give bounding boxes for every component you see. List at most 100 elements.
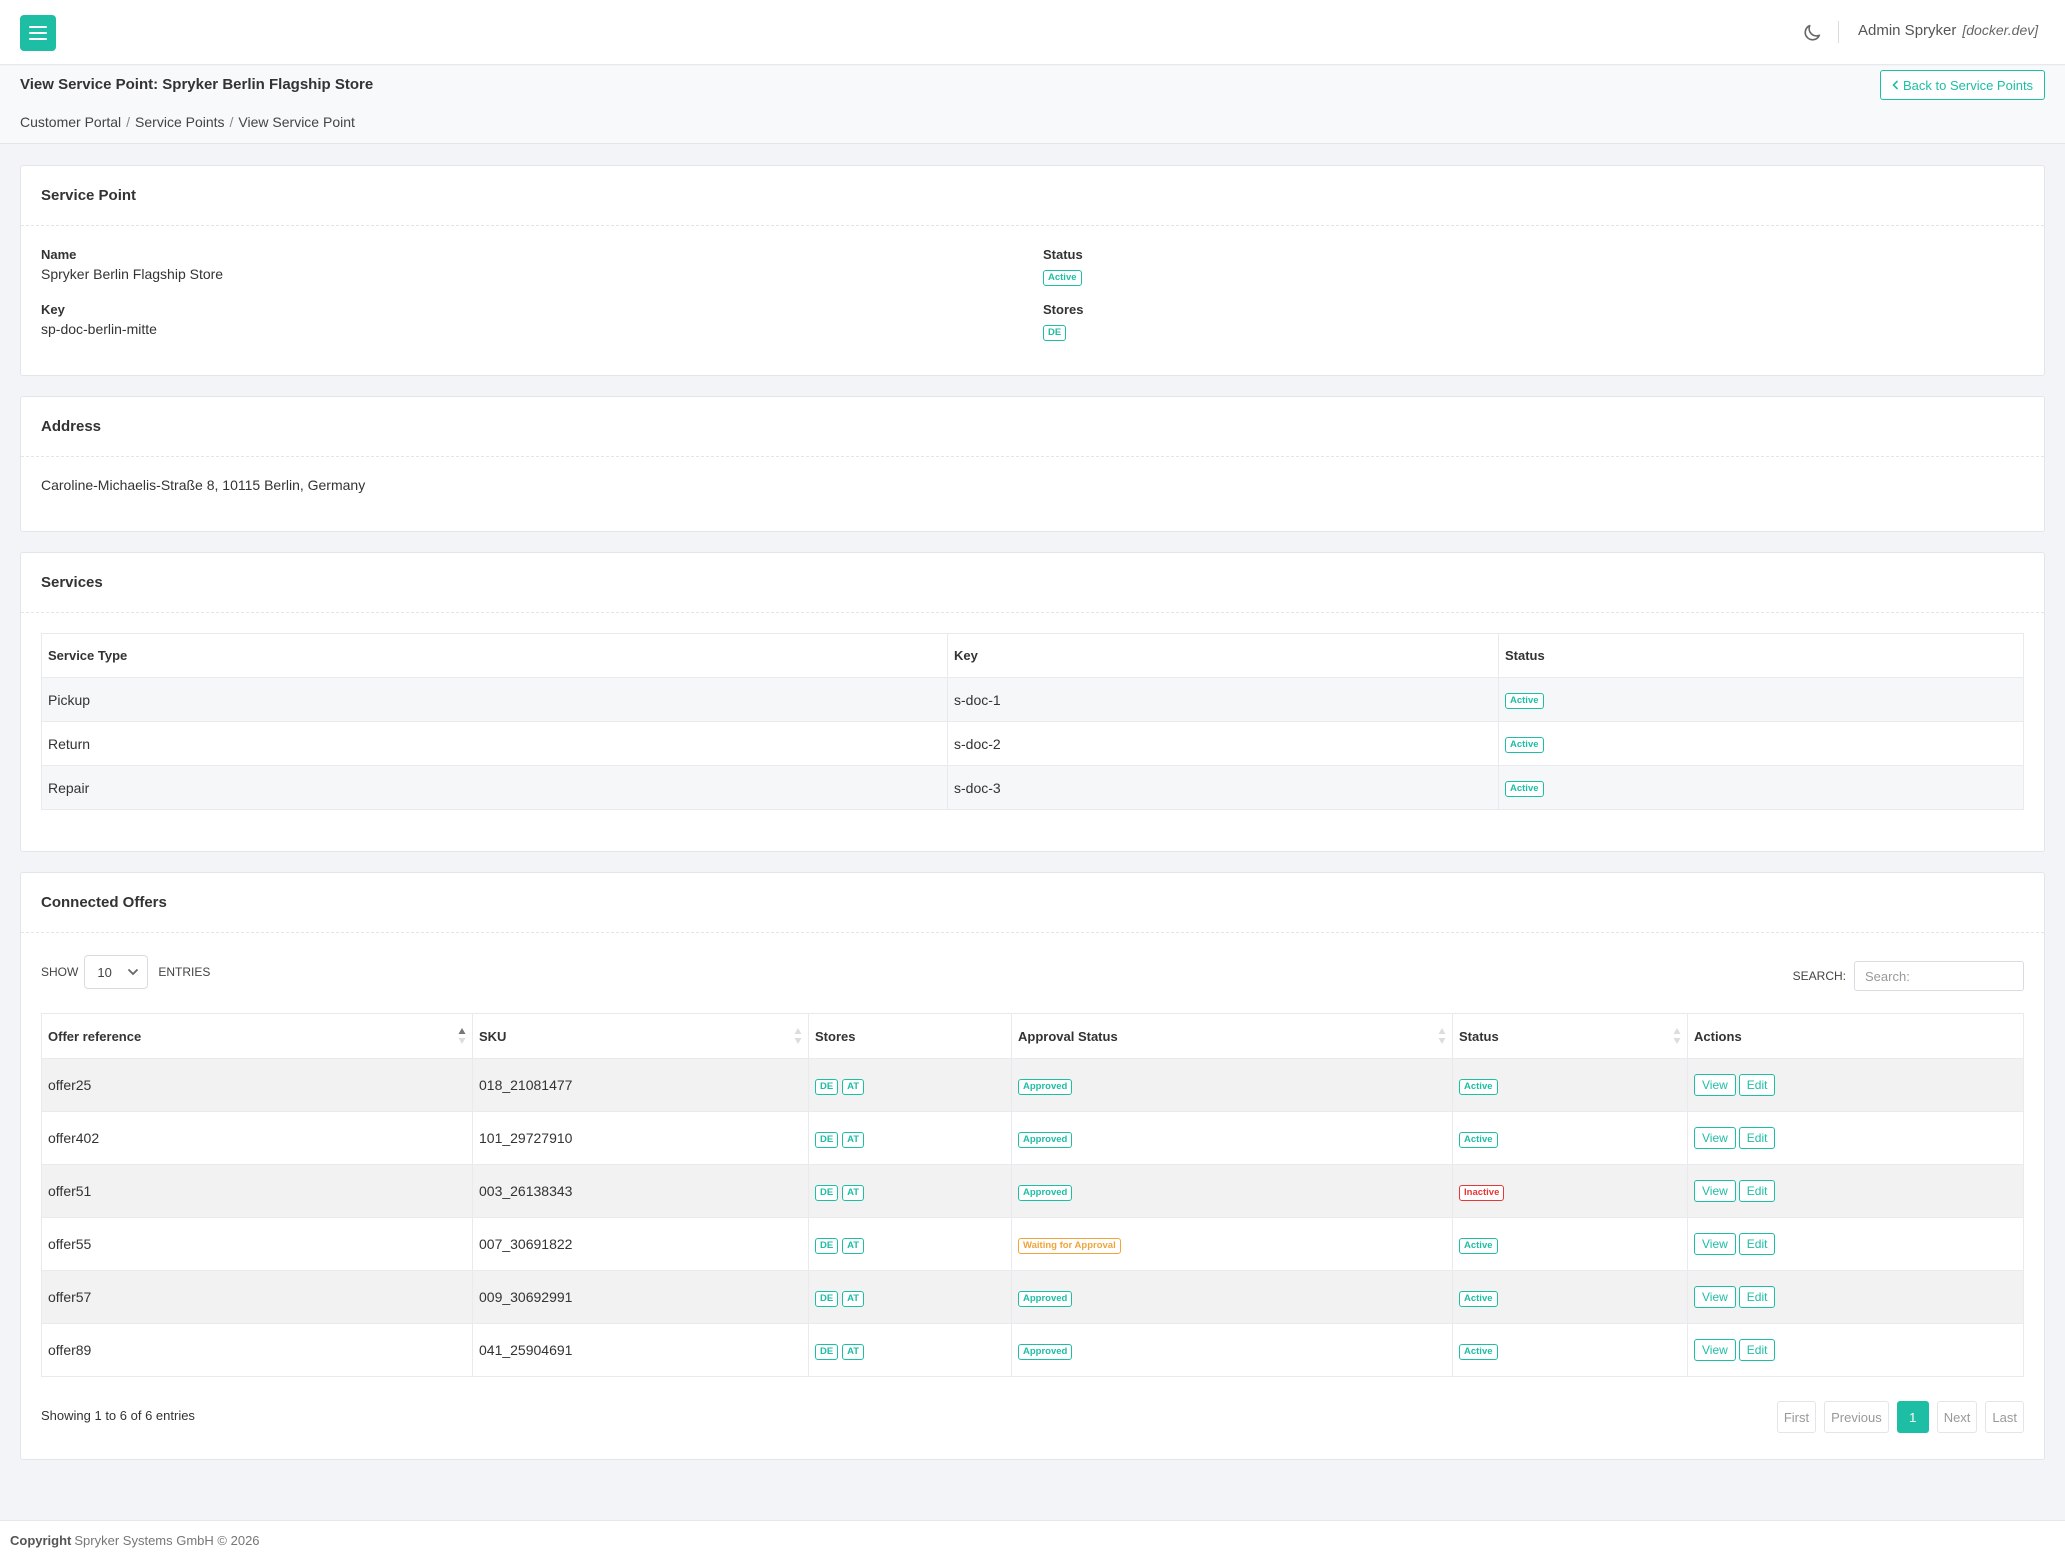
column-header-label: Approval Status — [1018, 1028, 1118, 1044]
actions-cell: View Edit — [1687, 1164, 2024, 1218]
sku-cell: 003_26138343 — [472, 1164, 809, 1218]
edit-button[interactable]: Edit — [1738, 1233, 1776, 1255]
sku-cell: 009_30692991 — [472, 1270, 809, 1324]
status-cell: Active — [1452, 1270, 1688, 1324]
view-button[interactable]: View — [1694, 1233, 1736, 1255]
approval-badge: Approved — [1018, 1290, 1073, 1307]
table-row: offer55 007_30691822 DE AT Waiting for A… — [41, 1217, 2024, 1271]
sku-cell: 101_29727910 — [472, 1111, 809, 1165]
actions-cell: View Edit — [1687, 1111, 2024, 1165]
view-button[interactable]: View — [1694, 1180, 1736, 1202]
page-size-select[interactable]: 10 — [84, 955, 149, 989]
column-header-approval-status[interactable]: Approval Status — [1011, 1013, 1453, 1059]
breadcrumb-separator: / — [126, 114, 131, 130]
name-value: Spryker Berlin Flagship Store — [41, 266, 224, 282]
view-button[interactable]: View — [1694, 1286, 1736, 1308]
column-header-status[interactable]: Status — [1452, 1013, 1688, 1059]
service-point-card: Service Point Name Spryker Berlin Flagsh… — [20, 165, 2045, 376]
offer-reference-cell: offer51 — [41, 1164, 473, 1218]
store-badge: DE — [815, 1078, 839, 1095]
store-badge: AT — [842, 1237, 865, 1254]
column-header-sku[interactable]: SKU — [472, 1013, 809, 1059]
status-badge: Active — [1459, 1131, 1498, 1148]
edit-button[interactable]: Edit — [1738, 1127, 1776, 1149]
store-badge: DE — [815, 1290, 839, 1307]
sort-icon — [1438, 1028, 1446, 1044]
approval-status-cell: Approved — [1011, 1164, 1453, 1218]
back-to-service-points-button[interactable]: Back to Service Points — [1880, 70, 2046, 100]
offer-reference-cell: offer57 — [41, 1270, 473, 1324]
copyright-label: Copyright — [10, 1533, 72, 1548]
status-badge: Inactive — [1459, 1184, 1505, 1201]
pagination-page-1-button[interactable]: 1 — [1896, 1401, 1929, 1433]
edit-button[interactable]: Edit — [1738, 1074, 1776, 1096]
status-badge: Active — [1459, 1237, 1498, 1254]
view-button[interactable]: View — [1694, 1339, 1736, 1361]
name-label: Name — [41, 247, 77, 262]
column-header-label: Offer reference — [48, 1028, 142, 1044]
table-row: Repair s-doc-3 Active — [41, 765, 2024, 810]
pagination-next-button[interactable]: Next — [1936, 1401, 1978, 1433]
status-badge: Active — [1459, 1078, 1498, 1095]
service-key-cell: s-doc-2 — [947, 721, 1499, 766]
offer-reference-cell: offer55 — [41, 1217, 473, 1271]
status-badge: Active — [1043, 270, 1082, 286]
stores-cell: DE AT — [808, 1217, 1012, 1271]
key-label: Key — [41, 302, 65, 317]
status-badge: Active — [1459, 1290, 1498, 1307]
store-badge: DE — [815, 1343, 839, 1360]
column-header-label: Status — [1459, 1028, 1499, 1044]
table-row: offer25 018_21081477 DE AT Approved Acti… — [41, 1058, 2024, 1112]
address-card: Address Caroline-Michaelis-Straße 8, 101… — [20, 396, 2045, 532]
status-cell: Active — [1452, 1217, 1688, 1271]
view-button[interactable]: View — [1694, 1074, 1736, 1096]
service-type-cell: Return — [41, 721, 948, 766]
services-card-title: Services — [21, 553, 2044, 613]
service-type-cell: Pickup — [41, 677, 948, 722]
edit-button[interactable]: Edit — [1738, 1339, 1776, 1361]
service-key-cell: s-doc-3 — [947, 765, 1499, 810]
pagination-first-button[interactable]: First — [1776, 1401, 1817, 1433]
status-badge: Active — [1505, 781, 1544, 797]
hamburger-menu-button[interactable] — [20, 15, 56, 51]
table-header-row: Offer reference SKU Stores Approval Stat… — [41, 1013, 2024, 1059]
address-card-title: Address — [21, 397, 2044, 457]
store-badge: DE — [815, 1131, 839, 1148]
user-menu[interactable]: Admin Spryker [docker.dev] — [1858, 22, 2038, 39]
offer-reference-cell: offer25 — [41, 1058, 473, 1112]
status-cell: Inactive — [1452, 1164, 1688, 1218]
approval-status-cell: Approved — [1011, 1323, 1453, 1377]
breadcrumb-item-customer-portal[interactable]: Customer Portal — [20, 114, 122, 130]
back-button-label: Back to Service Points — [1903, 77, 2034, 93]
breadcrumb-item-current: View Service Point — [238, 114, 355, 130]
search-input[interactable] — [1854, 961, 2024, 991]
stores-cell: DE AT — [808, 1323, 1012, 1377]
connected-offers-card: Connected Offers SHOW 10 ENTRIES SEARCH:… — [20, 872, 2045, 1460]
table-row: Pickup s-doc-1 Active — [41, 677, 2024, 722]
breadcrumb-item-service-points[interactable]: Service Points — [135, 114, 225, 130]
actions-cell: View Edit — [1687, 1217, 2024, 1271]
chevron-left-icon — [1892, 80, 1899, 90]
sort-icon — [1673, 1028, 1681, 1044]
moon-icon[interactable] — [1801, 22, 1823, 44]
edit-button[interactable]: Edit — [1738, 1286, 1776, 1308]
approval-status-cell: Approved — [1011, 1270, 1453, 1324]
breadcrumb-separator: / — [229, 114, 234, 130]
view-button[interactable]: View — [1694, 1127, 1736, 1149]
offer-reference-cell: offer402 — [41, 1111, 473, 1165]
status-label: Status — [1043, 247, 1083, 262]
sort-ascending-icon — [458, 1028, 466, 1044]
pagination-last-button[interactable]: Last — [1985, 1401, 2024, 1433]
edit-button[interactable]: Edit — [1738, 1180, 1776, 1202]
table-row: offer402 101_29727910 DE AT Approved Act… — [41, 1111, 2024, 1165]
status-badge: Active — [1459, 1343, 1498, 1360]
approval-badge: Approved — [1018, 1343, 1073, 1360]
column-header-offer-reference[interactable]: Offer reference — [41, 1013, 473, 1059]
store-badge: AT — [842, 1078, 865, 1095]
status-cell: Active — [1452, 1323, 1688, 1377]
actions-cell: View Edit — [1687, 1058, 2024, 1112]
table-row: offer89 041_25904691 DE AT Approved Acti… — [41, 1323, 2024, 1377]
actions-cell: View Edit — [1687, 1323, 2024, 1377]
stores-cell: DE AT — [808, 1111, 1012, 1165]
pagination-previous-button[interactable]: Previous — [1824, 1401, 1889, 1433]
